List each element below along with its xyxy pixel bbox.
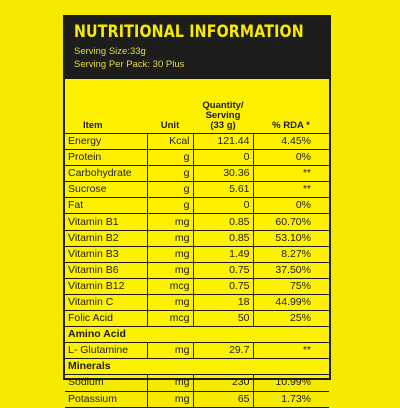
cell-item: Sodium [65, 374, 148, 392]
cell-rda: 25% [252, 310, 329, 328]
cell-item: Vitamin B6 [65, 261, 148, 279]
cell-item: Vitamin B12 [65, 277, 148, 295]
cell-quantity: 0 [192, 149, 254, 167]
cell-unit: mg [146, 374, 194, 392]
empty-cell [193, 326, 253, 344]
column-header-quantity: Quantity/ Serving (33 g) [193, 79, 253, 134]
cell-unit: mg [146, 229, 194, 247]
cell-rda: 4.45% [252, 132, 329, 151]
empty-cell [253, 358, 329, 376]
empty-cell [147, 358, 193, 376]
cell-item: L- Glutamine [65, 342, 148, 360]
quantity-header-line3: (33 g) [210, 120, 236, 131]
cell-item: Protein [65, 149, 148, 167]
cell-unit: mg [146, 213, 194, 231]
section-label: Amino Acid [65, 326, 147, 344]
cell-quantity: 0.85 [192, 229, 254, 247]
cell-unit: mcg [146, 277, 194, 295]
table-row: Vitamin B6 mg 0.75 37.50% [65, 261, 329, 279]
cell-unit: mg [146, 293, 194, 312]
table-row: Vitamin B12 mcg 0.75 75% [65, 277, 329, 295]
table-row: Carbohydrate g 30.36 ** [65, 165, 329, 183]
cell-rda: 60.70% [252, 213, 329, 231]
table-row: Energy Kcal 121.44 4.45% [65, 132, 329, 151]
cell-quantity: 0.85 [192, 213, 254, 231]
cell-rda: 44.99% [252, 293, 329, 312]
cell-rda: 37.50% [252, 261, 329, 279]
cell-quantity: 0.75 [192, 277, 254, 295]
cell-rda: 53.10% [252, 229, 329, 247]
table-row: Fat g 0 0% [65, 197, 329, 215]
quantity-header-line1: Quantity/ [202, 100, 244, 111]
cell-item: Carbohydrate [65, 165, 148, 183]
empty-cell [253, 326, 329, 344]
cell-unit: mcg [146, 310, 194, 328]
cell-unit: g [146, 149, 194, 167]
cell-item: Vitamin B3 [65, 245, 148, 263]
cell-rda: 8.27% [252, 245, 329, 263]
cell-quantity: 1.49 [192, 245, 254, 263]
cell-quantity: 230 [192, 374, 254, 392]
cell-quantity: 0 [192, 197, 254, 215]
table-row: Protein g 0 0% [65, 149, 329, 167]
cell-quantity: 121.44 [192, 132, 254, 151]
cell-item: Sucrose [65, 181, 148, 199]
quantity-header-line2: Serving [205, 110, 241, 121]
cell-item: Folic Acid [65, 310, 148, 328]
table-row: Sodium mg 230 10.99% [65, 374, 329, 392]
empty-cell [193, 358, 253, 376]
table-row: Vitamin B3 mg 1.49 8.27% [65, 245, 329, 263]
cell-rda: ** [252, 181, 329, 199]
cell-quantity: 30.36 [192, 165, 254, 183]
section-row-minerals: Minerals [65, 358, 329, 376]
cell-rda: 0% [252, 149, 329, 167]
cell-quantity: 50 [192, 310, 254, 328]
cell-rda: ** [252, 342, 329, 360]
empty-cell [147, 326, 193, 344]
cell-item: Energy [65, 132, 148, 151]
cell-item: Vitamin C [65, 293, 148, 312]
cell-unit: g [146, 197, 194, 215]
cell-rda: 10.99% [252, 374, 329, 392]
section-label: Minerals [65, 358, 147, 376]
cell-item: Potassium [65, 390, 148, 408]
cell-unit: g [146, 181, 194, 199]
table-row: Sucrose g 5.61 ** [65, 181, 329, 199]
serving-size: Serving Size:33g [74, 46, 146, 57]
cell-rda: 0% [252, 197, 329, 215]
cell-quantity: 0.75 [192, 261, 254, 279]
table-row: L- Glutamine mg 29.7 ** [65, 342, 329, 360]
cell-unit: mg [146, 342, 194, 360]
cell-quantity: 29.7 [192, 342, 254, 360]
cell-rda: 75% [252, 277, 329, 295]
cell-rda: ** [252, 165, 329, 183]
table-row: Folic Acid mcg 50 25% [65, 310, 329, 328]
panel-title: NUTRITIONAL INFORMATION [74, 22, 304, 41]
servings-per-pack: Serving Per Pack: 30 Plus [74, 59, 185, 70]
cell-item: Vitamin B1 [65, 213, 148, 231]
cell-unit: mg [146, 390, 194, 408]
cell-quantity: 18 [192, 293, 254, 312]
cell-unit: mg [146, 245, 194, 263]
cell-item: Fat [65, 197, 148, 215]
table-header-row: Item Unit Quantity/ Serving (33 g) % RDA… [65, 79, 329, 134]
panel-header: NUTRITIONAL INFORMATION Serving Size:33g… [65, 17, 329, 79]
cell-unit: mg [146, 261, 194, 279]
cell-item: Vitamin B2 [65, 229, 148, 247]
cell-quantity: 5.61 [192, 181, 254, 199]
column-header-item: Item [65, 79, 147, 134]
nutrition-table: Item Unit Quantity/ Serving (33 g) % RDA… [65, 79, 329, 408]
cell-unit: Kcal [146, 132, 194, 151]
cell-unit: g [146, 165, 194, 183]
nutrition-panel: NUTRITIONAL INFORMATION Serving Size:33g… [63, 15, 331, 408]
table-row: Potassium mg 65 1.73% [65, 390, 329, 408]
cell-quantity: 65 [192, 390, 254, 408]
table-row: Vitamin B1 mg 0.85 60.70% [65, 213, 329, 231]
section-row-amino-acid: Amino Acid [65, 326, 329, 344]
cell-rda: 1.73% [252, 390, 329, 408]
column-header-unit: Unit [147, 79, 193, 134]
column-header-rda: % RDA * [253, 79, 329, 134]
table-row: Vitamin B2 mg 0.85 53.10% [65, 229, 329, 247]
